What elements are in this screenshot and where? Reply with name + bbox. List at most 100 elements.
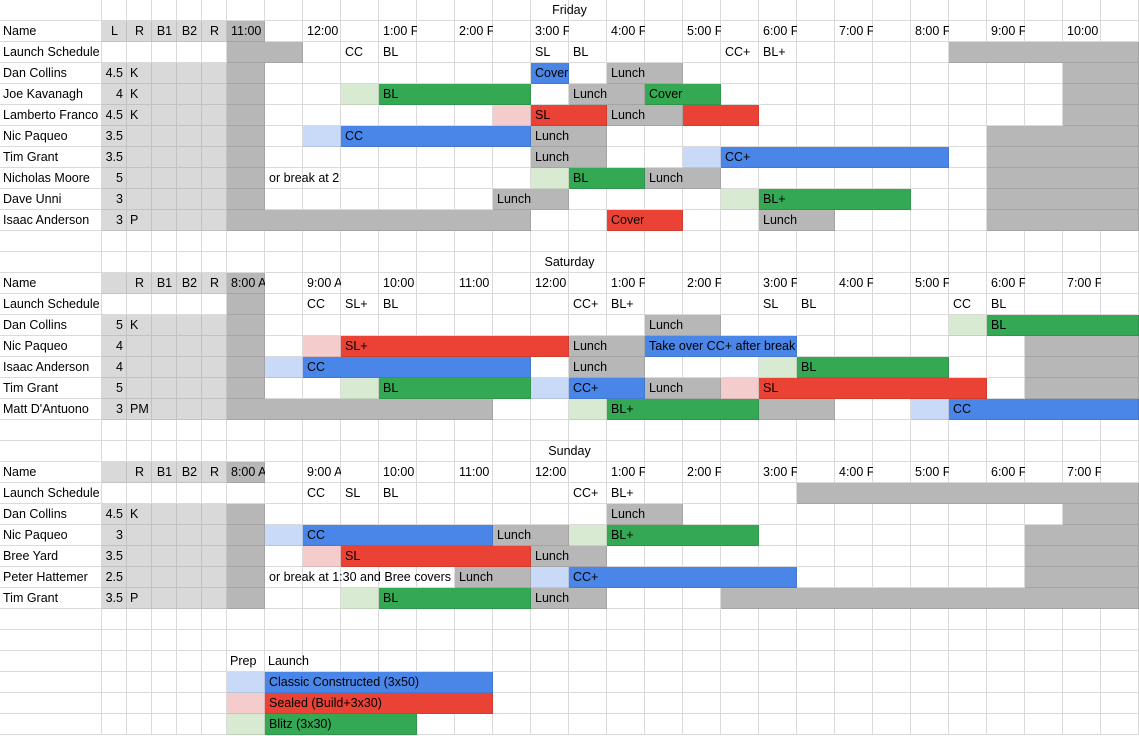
grid-cell[interactable] — [417, 567, 455, 588]
grid-cell[interactable] — [607, 315, 645, 336]
grid-cell[interactable] — [1063, 231, 1101, 252]
grid-cell[interactable] — [531, 441, 569, 462]
grid-cell[interactable] — [341, 504, 379, 525]
grid-cell[interactable] — [102, 714, 127, 735]
grid-cell[interactable] — [607, 147, 645, 168]
shift-block-gray[interactable] — [759, 210, 835, 231]
grid-cell[interactable] — [683, 231, 721, 252]
grid-cell[interactable] — [873, 42, 911, 63]
grid-cell[interactable] — [987, 294, 1025, 315]
grid-cell[interactable] — [949, 21, 987, 42]
grid-cell[interactable] — [911, 651, 949, 672]
grid-cell[interactable] — [341, 63, 379, 84]
grid-cell[interactable] — [531, 252, 569, 273]
shift-block-gray[interactable] — [607, 105, 683, 126]
grid-cell[interactable] — [0, 336, 102, 357]
grid-cell[interactable] — [607, 630, 645, 651]
grid-cell[interactable] — [873, 21, 911, 42]
grid-cell[interactable] — [987, 714, 1025, 735]
grid-cell[interactable] — [987, 609, 1025, 630]
grid-cell[interactable] — [911, 294, 949, 315]
grid-cell[interactable] — [911, 672, 949, 693]
grid-cell[interactable] — [683, 483, 721, 504]
grid-cell[interactable] — [911, 189, 949, 210]
grid-cell[interactable] — [379, 63, 417, 84]
grid-cell[interactable] — [949, 567, 987, 588]
grid-cell[interactable] — [569, 714, 607, 735]
grid-cell[interactable] — [1025, 63, 1063, 84]
grid-cell[interactable] — [759, 483, 797, 504]
grid-cell[interactable] — [645, 420, 683, 441]
grid-cell[interactable] — [645, 21, 683, 42]
grid-cell[interactable] — [303, 168, 341, 189]
grid-cell[interactable] — [102, 693, 127, 714]
grid-cell[interactable] — [683, 420, 721, 441]
grid-cell[interactable] — [227, 609, 265, 630]
grid-cell[interactable] — [873, 126, 911, 147]
grid-cell[interactable] — [265, 0, 303, 21]
grid-cell[interactable] — [379, 630, 417, 651]
shift-block-gray[interactable] — [569, 84, 645, 105]
grid-cell[interactable] — [493, 399, 531, 420]
grid-cell[interactable] — [569, 609, 607, 630]
grid-cell[interactable] — [0, 399, 102, 420]
grid-cell[interactable] — [569, 630, 607, 651]
grid-cell[interactable] — [493, 63, 531, 84]
shift-block-green[interactable] — [797, 357, 949, 378]
grid-cell[interactable] — [127, 42, 152, 63]
grid-cell[interactable] — [835, 126, 873, 147]
grid-cell[interactable] — [835, 336, 873, 357]
grid-cell[interactable] — [417, 714, 455, 735]
shift-block-green[interactable] — [759, 189, 911, 210]
grid-cell[interactable] — [0, 42, 102, 63]
grid-cell[interactable] — [797, 294, 835, 315]
grid-cell[interactable] — [873, 546, 911, 567]
grid-cell[interactable] — [873, 630, 911, 651]
grid-cell[interactable] — [531, 672, 569, 693]
grid-cell[interactable] — [127, 0, 152, 21]
grid-cell[interactable] — [987, 378, 1025, 399]
shift-block-green[interactable] — [607, 399, 759, 420]
grid-cell[interactable] — [873, 105, 911, 126]
grid-cell[interactable] — [911, 546, 949, 567]
grid-cell[interactable] — [303, 42, 341, 63]
grid-cell[interactable] — [303, 105, 341, 126]
grid-cell[interactable] — [721, 714, 759, 735]
grid-cell[interactable] — [202, 441, 227, 462]
grid-cell[interactable] — [1063, 21, 1101, 42]
grid-cell[interactable] — [1101, 294, 1139, 315]
grid-cell[interactable] — [607, 693, 645, 714]
grid-cell[interactable] — [493, 504, 531, 525]
grid-cell[interactable] — [493, 147, 531, 168]
grid-cell[interactable] — [683, 0, 721, 21]
grid-cell[interactable] — [0, 378, 102, 399]
shift-block-blue[interactable] — [721, 147, 949, 168]
grid-cell[interactable] — [1063, 630, 1101, 651]
grid-cell[interactable] — [607, 231, 645, 252]
grid-cell[interactable] — [911, 84, 949, 105]
grid-cell[interactable] — [303, 0, 341, 21]
grid-cell[interactable] — [987, 252, 1025, 273]
grid-cell[interactable] — [303, 294, 341, 315]
grid-cell[interactable] — [873, 0, 911, 21]
grid-cell[interactable] — [265, 147, 303, 168]
grid-cell[interactable] — [835, 252, 873, 273]
grid-cell[interactable] — [102, 252, 127, 273]
grid-cell[interactable] — [0, 714, 102, 735]
grid-cell[interactable] — [1025, 693, 1063, 714]
grid-cell[interactable] — [721, 294, 759, 315]
grid-cell[interactable] — [1063, 420, 1101, 441]
grid-cell[interactable] — [835, 210, 873, 231]
grid-cell[interactable] — [949, 420, 987, 441]
grid-cell[interactable] — [683, 273, 721, 294]
grid-cell[interactable] — [202, 0, 227, 21]
grid-cell[interactable] — [607, 294, 645, 315]
grid-cell[interactable] — [797, 630, 835, 651]
grid-cell[interactable] — [303, 273, 341, 294]
grid-cell[interactable] — [569, 483, 607, 504]
grid-cell[interactable] — [127, 672, 152, 693]
grid-cell[interactable] — [949, 147, 987, 168]
grid-cell[interactable] — [202, 420, 227, 441]
grid-cell[interactable] — [873, 168, 911, 189]
grid-cell[interactable] — [683, 252, 721, 273]
